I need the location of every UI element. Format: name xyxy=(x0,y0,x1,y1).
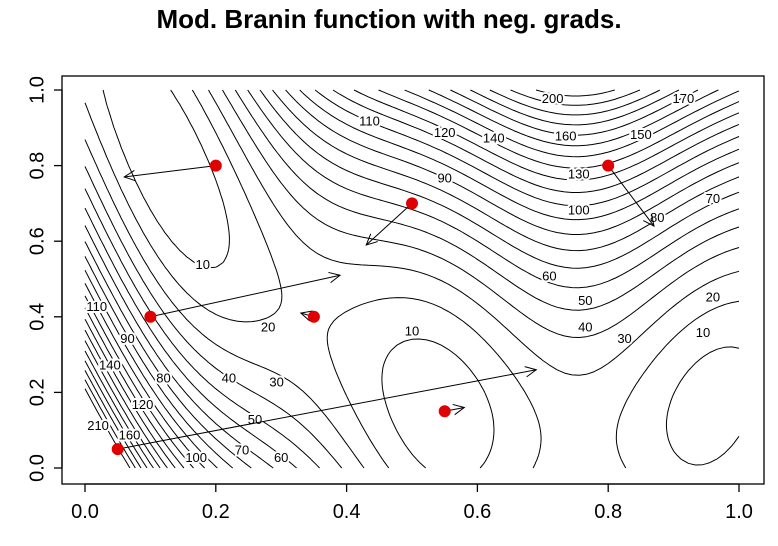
contour-label: 30 xyxy=(617,331,631,346)
contour-label: 110 xyxy=(359,114,380,129)
contour-line xyxy=(84,89,740,469)
contour-lines xyxy=(84,89,740,469)
contour-line xyxy=(84,89,641,469)
x-tick-label: 1.0 xyxy=(725,501,753,523)
x-tick-label: 0.4 xyxy=(333,501,361,523)
contour-label: 150 xyxy=(630,127,652,142)
contour-label: 130 xyxy=(568,166,590,181)
contour-label: 60 xyxy=(542,269,556,284)
contour-line xyxy=(84,89,740,469)
x-tick-label: 0.6 xyxy=(463,501,491,523)
gradient-arrow xyxy=(607,165,655,227)
contour-label: 100 xyxy=(185,450,207,465)
data-point xyxy=(602,159,615,172)
y-tick-label: 1.0 xyxy=(26,76,48,104)
arrow-shaft xyxy=(607,165,655,227)
x-tick-label: 0.8 xyxy=(594,501,622,523)
data-point xyxy=(438,405,451,418)
contour-label: 160 xyxy=(555,129,577,144)
y-tick-label: 0.0 xyxy=(26,454,48,482)
sample-points xyxy=(111,159,615,456)
arrow-shaft xyxy=(117,369,537,450)
contour-line xyxy=(84,89,740,469)
arrow-shaft xyxy=(124,165,216,178)
contour-line xyxy=(84,89,615,469)
contour-line xyxy=(84,89,740,469)
contour-label: 110 xyxy=(86,299,107,314)
arrow-head xyxy=(643,214,655,227)
contour-label: 60 xyxy=(274,450,288,465)
contour-label: 10 xyxy=(405,323,419,338)
y-tick-label: 0.4 xyxy=(26,303,48,331)
contour-label: 10 xyxy=(696,325,710,340)
arrow-shaft xyxy=(150,274,341,318)
contour-label: 90 xyxy=(120,331,134,346)
contour-label: 20 xyxy=(261,320,275,335)
arrow-head xyxy=(299,310,313,322)
contour-line xyxy=(84,89,740,469)
contour-label: 200 xyxy=(542,91,564,106)
gradient-arrow xyxy=(117,366,538,450)
contour-label: 160 xyxy=(119,427,141,442)
contour-label: 50 xyxy=(578,293,592,308)
contour-label: 50 xyxy=(248,412,262,427)
axes: 0.0 0.2 0.4 0.6 0.8 1.0 0.0 0.2 0.4 0.6 0.8 1.0 xyxy=(26,76,753,523)
chart-title: Mod. Branin function with neg. grads. xyxy=(156,4,622,34)
y-tick-label: 0.6 xyxy=(26,227,48,255)
contour-label: 80 xyxy=(156,371,170,386)
contour-label: 40 xyxy=(578,320,592,335)
contour-label: 140 xyxy=(99,357,121,372)
contour-label: 120 xyxy=(434,125,456,140)
contour-label: 100 xyxy=(568,202,590,217)
contour-label: 70 xyxy=(706,191,720,206)
contour-line xyxy=(84,89,740,469)
contour-label: 210 xyxy=(87,418,109,433)
contour-labels: 200 170 110 120 140 160 150 90 130 100 80 70 10 60 50 2… xyxy=(84,89,722,467)
contour-line xyxy=(84,89,740,469)
data-point xyxy=(209,159,222,172)
data-point xyxy=(144,310,157,323)
contour-label: 170 xyxy=(673,91,695,106)
contour-line xyxy=(84,89,740,469)
data-point xyxy=(307,310,320,323)
contour-label: 40 xyxy=(222,371,236,386)
contour-line xyxy=(84,89,740,469)
x-tick-label: 0.0 xyxy=(71,501,99,523)
arrow-head xyxy=(452,403,466,416)
contour-line xyxy=(102,89,740,469)
y-tick-label: 0.8 xyxy=(26,152,48,180)
contour-label: 10 xyxy=(195,257,209,272)
contour-label: 140 xyxy=(483,131,505,146)
contour-label: 120 xyxy=(132,397,154,412)
arrow-head xyxy=(365,233,378,246)
contour-line xyxy=(84,89,740,469)
contour-line xyxy=(84,89,740,469)
arrow-head xyxy=(524,366,538,378)
contour-line xyxy=(84,89,680,469)
gradient-arrow xyxy=(365,203,413,246)
contour-label: 20 xyxy=(706,289,720,304)
gradient-arrow xyxy=(123,165,216,182)
data-point xyxy=(406,197,418,210)
arrow-head xyxy=(328,271,342,284)
arrow-head xyxy=(123,170,136,182)
contour-line xyxy=(84,89,719,469)
gradient-arrow xyxy=(150,271,342,318)
contour-label: 80 xyxy=(650,210,664,225)
contour-label: 70 xyxy=(235,442,249,457)
contour-label: 90 xyxy=(437,170,451,185)
y-tick-label: 0.2 xyxy=(26,378,48,406)
x-tick-label: 0.2 xyxy=(202,501,230,523)
contour-line xyxy=(84,89,740,469)
contour-line xyxy=(84,89,740,469)
data-point xyxy=(111,443,124,456)
contour-line xyxy=(84,89,661,469)
arrow-shaft xyxy=(365,203,413,246)
contour-line xyxy=(84,89,699,469)
contour-label: 30 xyxy=(269,374,283,389)
contour-line xyxy=(84,89,740,469)
